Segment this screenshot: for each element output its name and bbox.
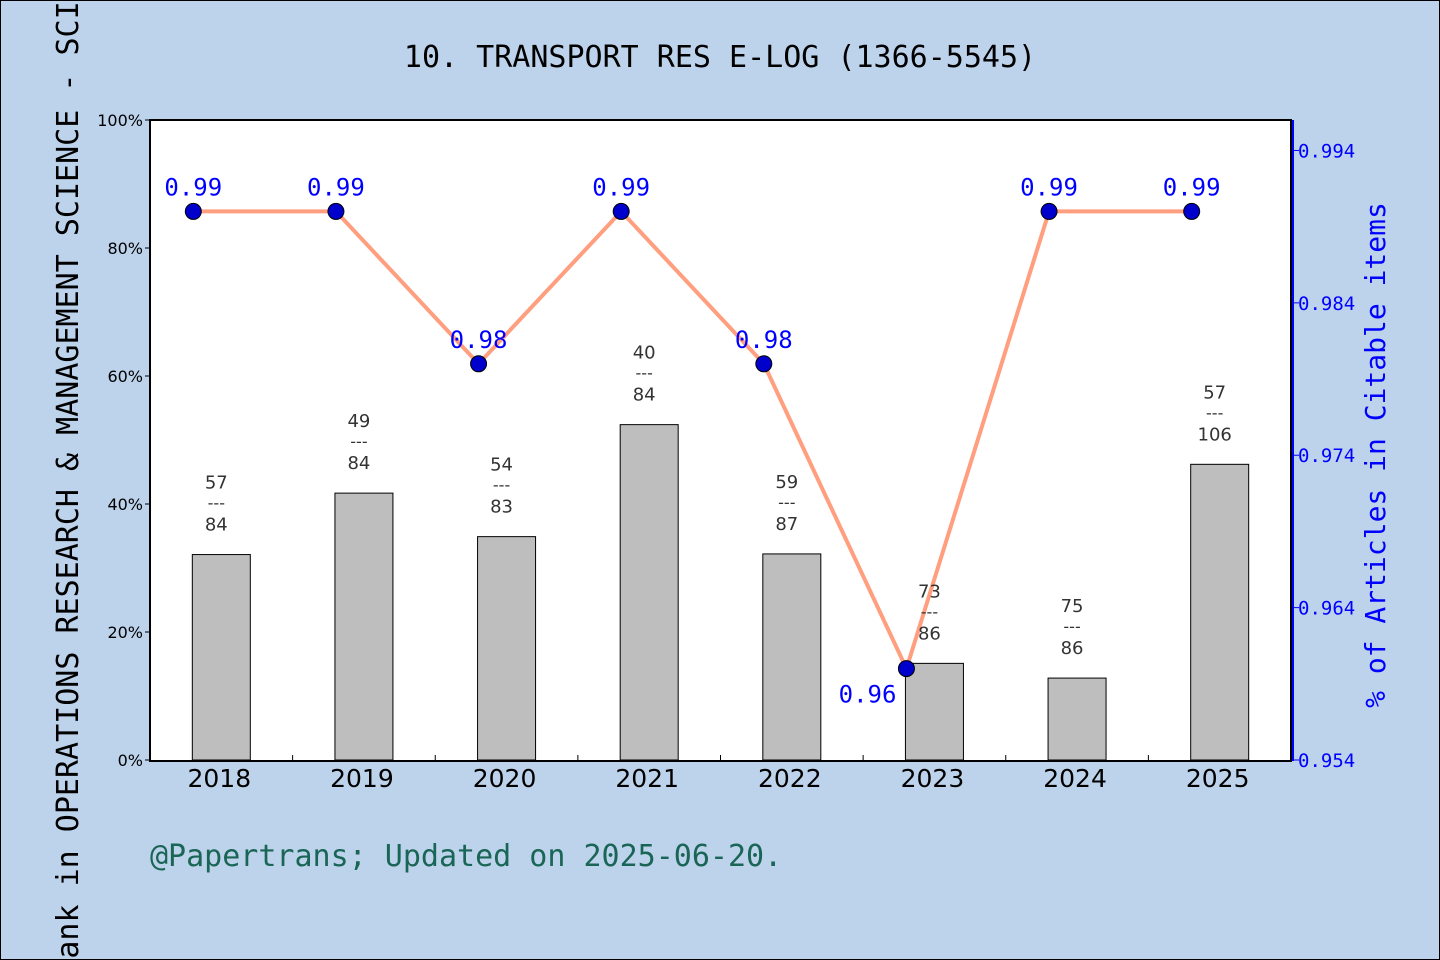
- bar-total: 84: [633, 385, 656, 406]
- bar-separator: ---: [921, 602, 938, 621]
- line-point: [327, 202, 345, 220]
- bar-label: 59--- 87: [775, 472, 798, 535]
- line-point-label: 0.99: [1163, 173, 1221, 201]
- bar-separator: ---: [350, 432, 367, 451]
- bar-separator: ---: [636, 364, 653, 383]
- line-point-label: 0.99: [164, 173, 222, 201]
- line-point: [612, 202, 630, 220]
- bar-total: 86: [1061, 638, 1084, 659]
- bar-total: 83: [490, 497, 513, 518]
- bar-total: 84: [347, 453, 370, 474]
- y-axis-left-label: Rank in OPERATIONS RESEARCH & MANAGEMENT…: [51, 0, 86, 960]
- bar: [762, 553, 822, 761]
- x-tick-label: 2019: [330, 764, 394, 793]
- bar-label: 57--- 106: [1198, 382, 1232, 445]
- line-point: [1040, 202, 1058, 220]
- bar-total: 84: [205, 515, 228, 536]
- bar-rank: 59: [775, 472, 798, 493]
- bar-total: 106: [1198, 424, 1232, 445]
- bar: [191, 554, 251, 761]
- bar: [1047, 677, 1107, 761]
- bar: [1190, 463, 1250, 761]
- y-left-tick-label: 20%: [107, 623, 143, 642]
- line-point-label: 0.96: [839, 681, 897, 709]
- bar-rank: 57: [205, 473, 228, 494]
- bar-rank: 57: [1203, 382, 1226, 403]
- bar-separator: ---: [1063, 617, 1080, 636]
- y-left-tick-label: 100%: [97, 111, 143, 130]
- x-tick-label: 2023: [901, 764, 965, 793]
- bar-label: 40--- 84: [633, 343, 656, 406]
- line-point: [755, 355, 773, 373]
- chart-title: 10. TRANSPORT RES E-LOG (1366-5545): [404, 40, 1036, 75]
- y-left-tick-label: 0%: [118, 751, 143, 770]
- line-point: [184, 202, 202, 220]
- y-right-tick-label: 0.964: [1298, 598, 1355, 620]
- bar-rank: 75: [1061, 596, 1084, 617]
- line-point-label: 0.98: [735, 326, 793, 354]
- bar-total: 86: [918, 623, 941, 644]
- bar-total: 87: [775, 514, 798, 535]
- plot-area: [149, 119, 1292, 762]
- x-tick-label: 2020: [473, 764, 537, 793]
- bar: [334, 492, 394, 761]
- y-right-tick-label: 0.954: [1298, 750, 1355, 772]
- x-tick-label: 2022: [758, 764, 822, 793]
- line-point-label: 0.99: [1020, 173, 1078, 201]
- bar-separator: ---: [778, 493, 795, 512]
- bar-label: 75--- 86: [1061, 596, 1084, 659]
- bar-separator: ---: [1206, 403, 1223, 422]
- bar-rank: 73: [918, 581, 941, 602]
- line-point-label: 0.99: [592, 173, 650, 201]
- bar-rank: 54: [490, 455, 513, 476]
- line-point: [470, 355, 488, 373]
- y-right-tick-label: 0.984: [1298, 293, 1355, 315]
- line-point-label: 0.99: [307, 173, 365, 201]
- x-tick-label: 2025: [1186, 764, 1250, 793]
- y-right-tick-label: 0.974: [1298, 445, 1355, 467]
- line-point: [897, 660, 915, 678]
- line-point: [1183, 202, 1201, 220]
- y-left-tick-label: 80%: [107, 239, 143, 258]
- bar: [619, 424, 679, 761]
- y-axis-right-label: % of Articles in Citable items: [1359, 202, 1392, 708]
- bar-rank: 49: [347, 411, 370, 432]
- x-tick-label: 2021: [615, 764, 679, 793]
- bar-label: 49--- 84: [347, 411, 370, 474]
- y-left-tick-label: 40%: [107, 495, 143, 514]
- bar-label: 54--- 83: [490, 455, 513, 518]
- line-series: [193, 208, 1192, 675]
- x-tick-label: 2018: [188, 764, 252, 793]
- bar-rank: 40: [633, 343, 656, 364]
- footer-note: @Papertrans; Updated on 2025-06-20.: [150, 839, 782, 874]
- bar-separator: ---: [208, 494, 225, 513]
- bar: [904, 662, 964, 761]
- line-point-label: 0.98: [450, 326, 508, 354]
- bar-separator: ---: [493, 476, 510, 495]
- y-left-tick-label: 60%: [107, 367, 143, 386]
- bar: [477, 536, 537, 761]
- bar-label: 57--- 84: [205, 473, 228, 536]
- y-right-tick-label: 0.994: [1298, 140, 1355, 162]
- x-tick-label: 2024: [1043, 764, 1107, 793]
- bar-label: 73--- 86: [918, 581, 941, 644]
